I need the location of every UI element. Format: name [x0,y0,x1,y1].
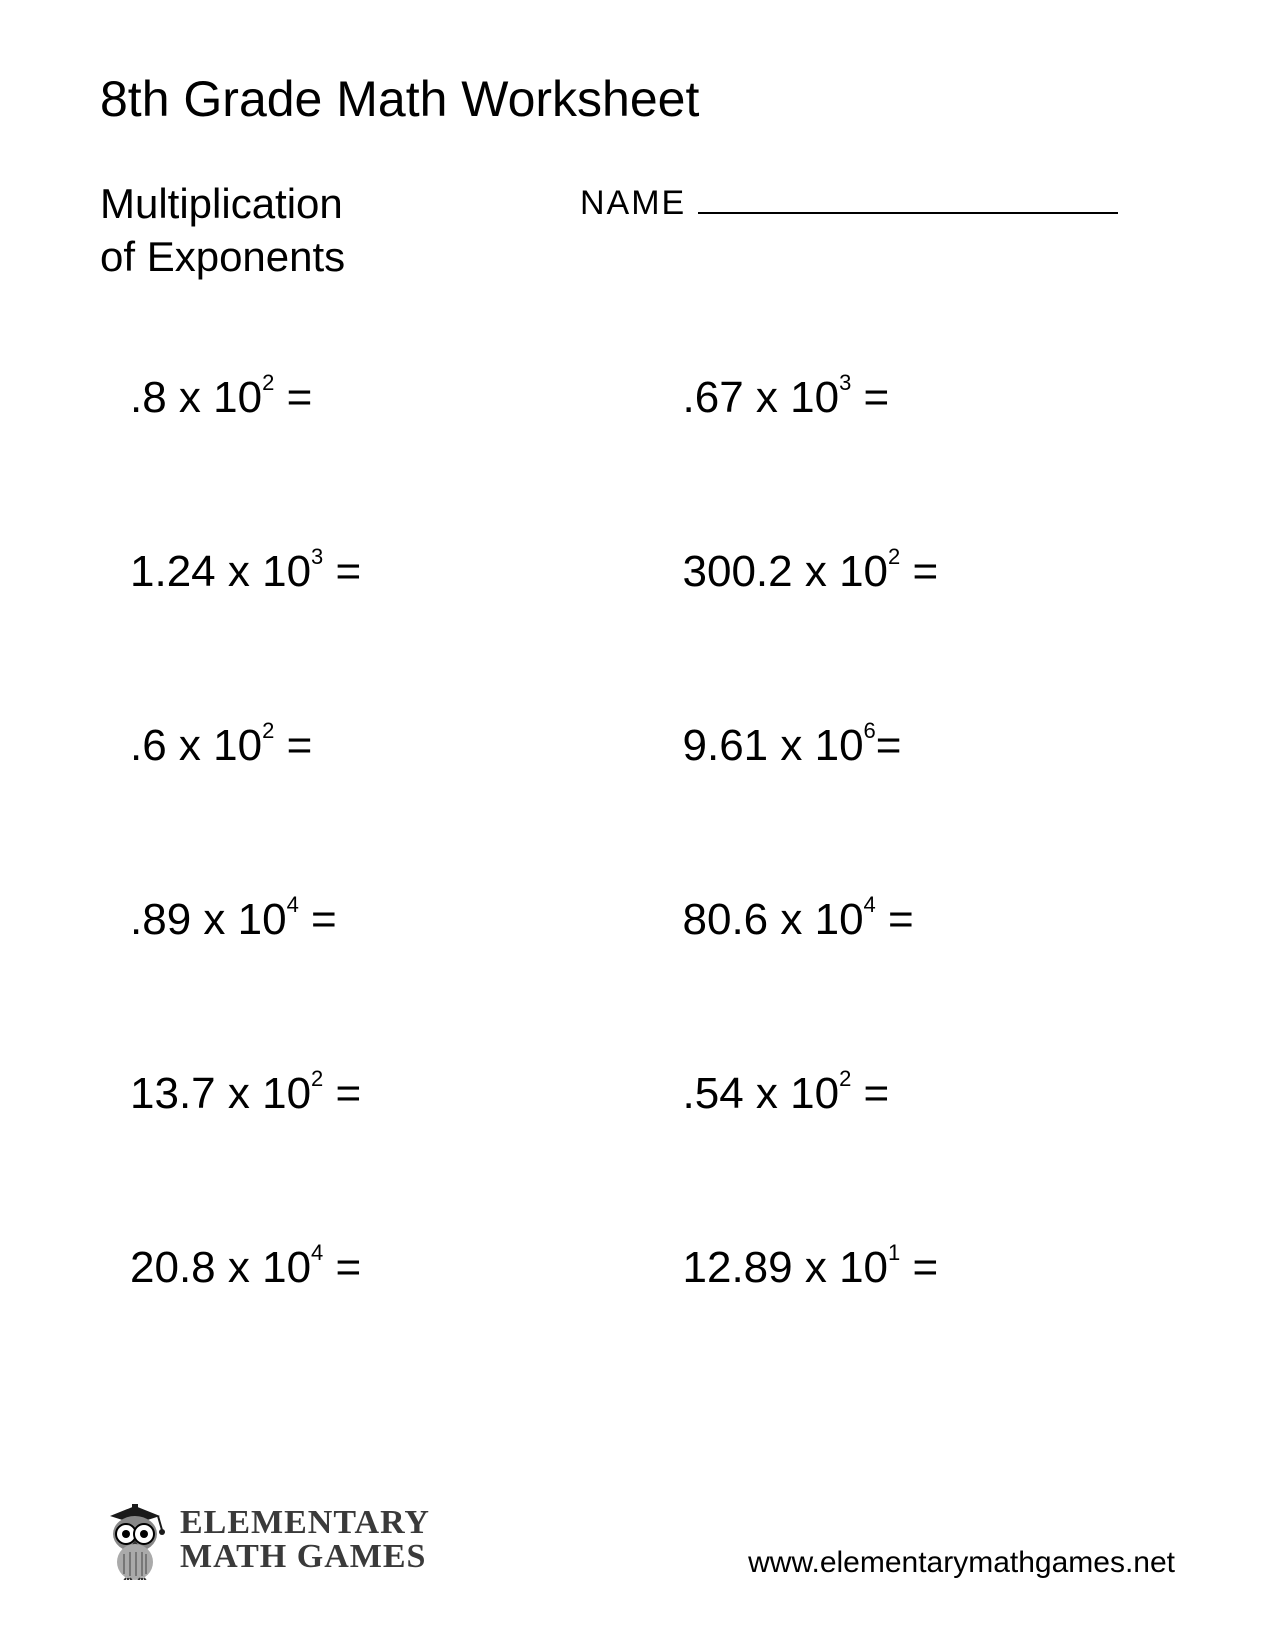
problem-exponent: 6 [864,718,876,743]
problem-exponent: 2 [262,718,274,743]
problem-coefficient: .67 [683,373,744,422]
problem-equals: = [900,1243,938,1292]
problem-base: 10 [790,373,839,422]
problem-base: 10 [262,547,311,596]
problem-6: 9.61 x 106= [683,721,1176,771]
problem-10: .54 x 102 = [683,1069,1176,1119]
problem-8: 80.6 x 104 = [683,895,1176,945]
problem-equals: = [323,1243,361,1292]
problem-7: .89 x 104 = [130,895,623,945]
problem-5: .6 x 102 = [130,721,623,771]
problem-coefficient: 80.6 [683,895,769,944]
problem-base: 10 [238,895,287,944]
problem-coefficient: 13.7 [130,1069,216,1118]
subtitle-line-1: Multiplication [100,180,343,227]
problem-equals: = [876,895,914,944]
problem-equals: = [274,373,312,422]
problems-grid: .8 x 102 = .67 x 103 = 1.24 x 103 = 300.2 x… [100,373,1175,1293]
problem-equals: = [323,1069,361,1118]
problem-11: 20.8 x 104 = [130,1243,623,1293]
name-field-block: NAME [580,178,1175,223]
page-title: 8th Grade Math Worksheet [100,70,1175,128]
problem-3: 1.24 x 103 = [130,547,623,597]
problem-equals: = [851,373,889,422]
problem-base: 10 [213,721,262,770]
footer: ELEMENTARY MATH GAMES www.elementarymath… [100,1500,1175,1580]
problem-1: .8 x 102 = [130,373,623,423]
name-label: NAME [580,184,686,223]
subtitle-line-2: of Exponents [100,233,345,280]
worksheet-subtitle: Multiplication of Exponents [100,178,580,283]
problem-coefficient: .8 [130,373,167,422]
problem-coefficient: .6 [130,721,167,770]
problem-base: 10 [839,547,888,596]
problem-equals: = [299,895,337,944]
problem-9: 13.7 x 102 = [130,1069,623,1119]
problem-4: 300.2 x 102 = [683,547,1176,597]
problem-equals: = [900,547,938,596]
logo-text: ELEMENTARY MATH GAMES [180,1506,430,1574]
problem-base: 10 [839,1243,888,1292]
problem-base: 10 [262,1243,311,1292]
problem-exponent: 1 [888,1240,900,1265]
problem-base: 10 [815,895,864,944]
problem-exponent: 3 [839,370,851,395]
problem-equals: = [274,721,312,770]
problem-base: 10 [213,373,262,422]
problem-equals: = [323,547,361,596]
problem-base: 10 [262,1069,311,1118]
header-row: Multiplication of Exponents NAME [100,178,1175,283]
problem-coefficient: 1.24 [130,547,216,596]
logo-line-1: ELEMENTARY [180,1506,430,1540]
site-url: www.elementarymathgames.net [748,1546,1175,1580]
owl-icon [100,1500,170,1580]
problem-exponent: 3 [311,544,323,569]
problem-exponent: 2 [839,1066,851,1091]
problem-2: .67 x 103 = [683,373,1176,423]
problem-coefficient: 12.89 [683,1243,793,1292]
problem-12: 12.89 x 101 = [683,1243,1176,1293]
problem-base: 10 [790,1069,839,1118]
problem-coefficient: 300.2 [683,547,793,596]
problem-exponent: 4 [864,892,876,917]
problem-equals: = [876,721,902,770]
logo-block: ELEMENTARY MATH GAMES [100,1500,430,1580]
problem-equals: = [851,1069,889,1118]
problem-coefficient: .54 [683,1069,756,1118]
problem-exponent: 2 [262,370,274,395]
problem-coefficient: .89 [130,895,191,944]
problem-coefficient: 9.61 [683,721,769,770]
problem-exponent: 4 [311,1240,323,1265]
problem-exponent: 2 [888,544,900,569]
problem-base: 10 [815,721,864,770]
problem-coefficient: 20.8 [130,1243,216,1292]
logo-line-2: MATH GAMES [180,1540,430,1574]
name-input-line[interactable] [698,186,1118,214]
problem-exponent: 2 [311,1066,323,1091]
problem-exponent: 4 [287,892,299,917]
